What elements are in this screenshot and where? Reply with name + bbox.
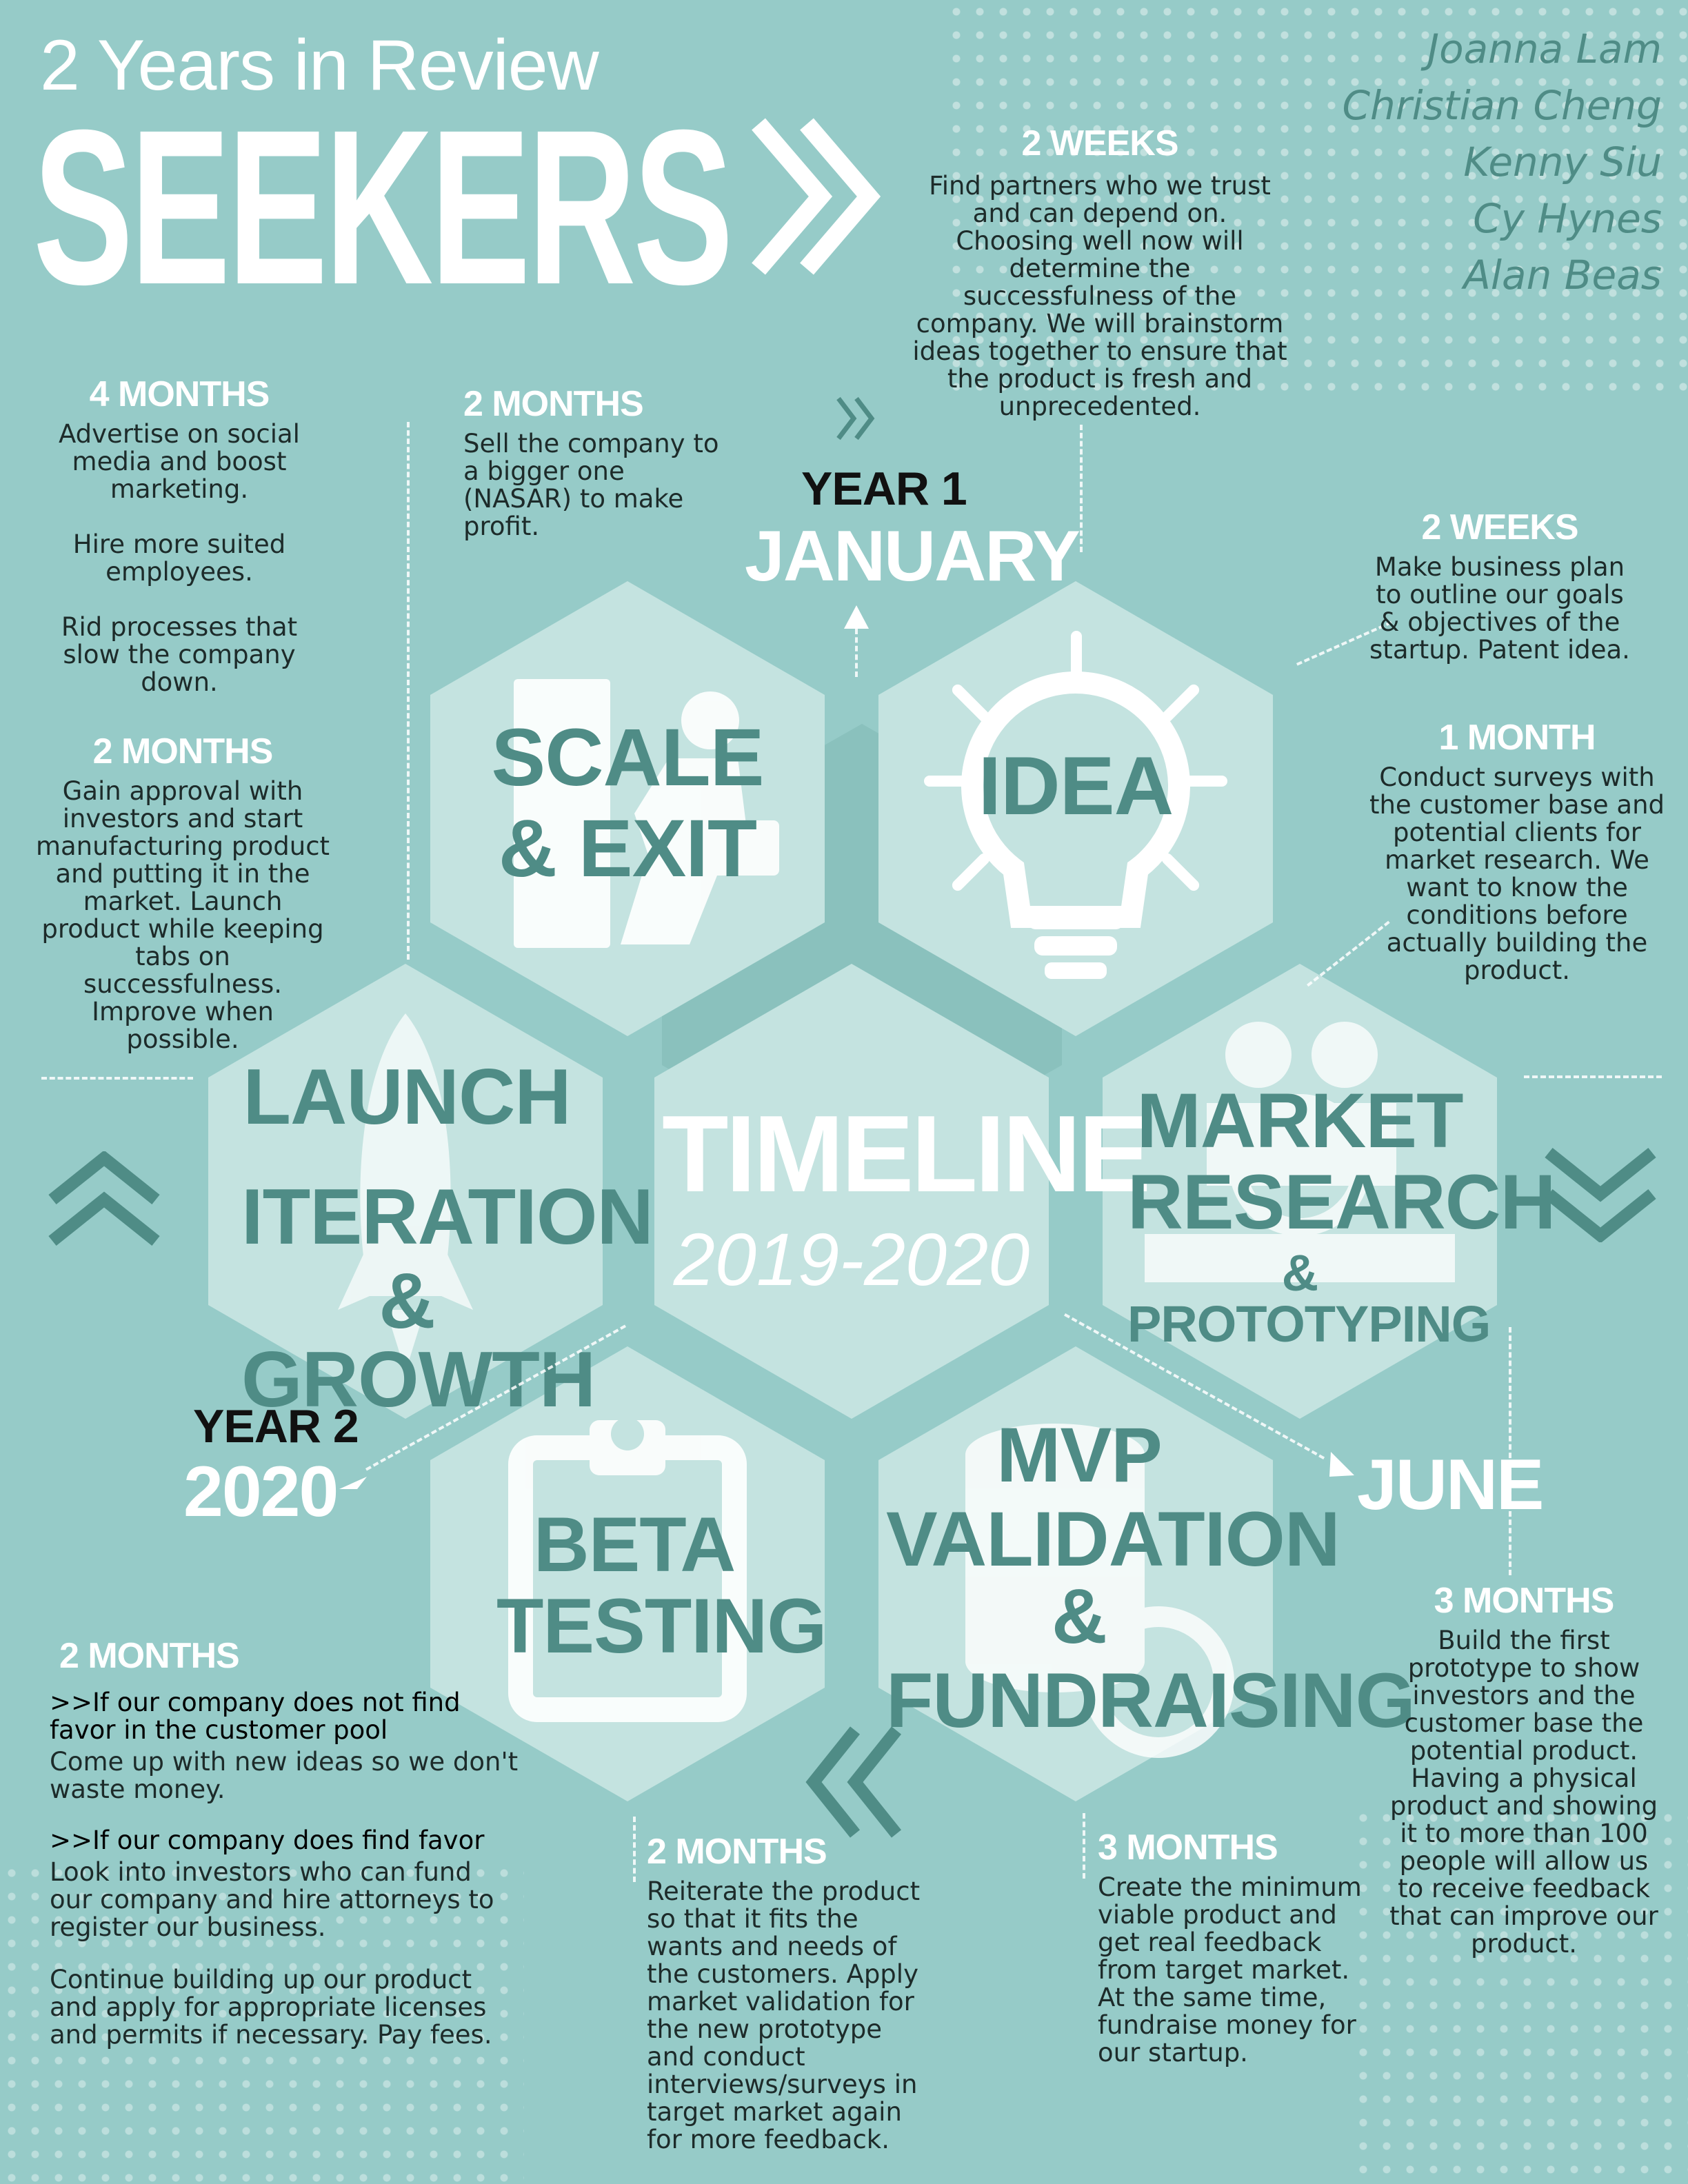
outcome-title: >>If our company does find favor (50, 1826, 485, 1855)
dot-map-bottom-left (0, 1861, 524, 2184)
step-duration: 2 WEEKS (1421, 507, 1578, 547)
page-title: SEEKERS (33, 83, 733, 330)
team-member: Christian Cheng (1342, 82, 1662, 129)
hex-beta-label: BETA TESTING (496, 1502, 827, 1669)
step-duration: 3 MONTHS (1434, 1581, 1615, 1621)
june-label: JUNE (1357, 1445, 1544, 1525)
down-right-arrow-icon (1329, 1452, 1354, 1477)
hex-mvp-label: MVP VALIDATION & FUNDRAISING (886, 1412, 1416, 1743)
hex-idea-label: IDEA (978, 740, 1174, 832)
step-launch: 2 MONTHS Gain approval with investors an… (34, 731, 331, 1053)
outcome-text: Come up with new ideas so we don't waste… (50, 1747, 519, 1804)
outcome-title: >>If our company does not find favor in … (50, 1688, 461, 1745)
team-member: Joanna Lam (1427, 26, 1662, 72)
connector-line (1509, 1327, 1511, 1575)
step-text: Sell the company to a bigger one (NASAR)… (463, 429, 719, 541)
step-duration: 2 MONTHS (92, 731, 274, 771)
down-left-arrow-icon (339, 1477, 367, 1489)
step-surveys: 1 MONTH Conduct surveys with the custome… (1365, 717, 1669, 984)
connector-line (855, 629, 858, 677)
timeline-center: TIMELINE 2019-2020 (662, 1093, 1151, 1301)
year2-label: YEAR 2 (193, 1400, 359, 1453)
page-subtitle: 2 Years in Review (40, 26, 599, 105)
outcome-text: Look into investors who can fund our com… (50, 1857, 494, 1942)
hex-market-label: MARKET RESEARCH & PROTOTYPING (1127, 1078, 1556, 1353)
double-chevron-left-icon (805, 1726, 902, 1838)
step-text: Rid processes that slow the company down… (61, 612, 298, 697)
step-text: Make business plan to outline our goals … (1369, 552, 1630, 665)
connector-line (1524, 1075, 1662, 1078)
step-text: Find partners who we trust and can depen… (912, 171, 1287, 421)
double-chevron-up-icon (48, 1151, 160, 1246)
team-list: Joanna Lam Christian Cheng Kenny Siu Cy … (1342, 21, 1662, 303)
lightbulb-icon (924, 631, 1227, 979)
team-member: Cy Hynes (1473, 195, 1662, 242)
people-search-icon (1145, 1022, 1455, 1282)
step-duration: 3 MONTHS (1098, 1828, 1278, 1868)
step-duration: 1 MONTH (1438, 718, 1596, 758)
team-member: Kenny Siu (1463, 139, 1662, 185)
january-label: JANUARY (745, 516, 1081, 596)
step-beta-outcomes: 2 MONTHS >>If our company does not find … (50, 1635, 519, 2049)
hex-scale-label: SCALE & EXIT (491, 712, 765, 894)
y2020-label: 2020 (183, 1452, 339, 1532)
step-duration: 2 MONTHS (59, 1636, 240, 1676)
connector-line (407, 422, 410, 960)
connector-line (1080, 425, 1083, 552)
step-text: Create the minimum viable product and ge… (1098, 1872, 1362, 2067)
step-scale: 4 MONTHS Advertise on social media and b… (55, 374, 303, 696)
step-text: Conduct surveys with the customer base a… (1369, 762, 1665, 985)
step-text: Hire more suited employees. (72, 529, 286, 587)
clipboard-icon (508, 1417, 747, 1722)
rocket-icon (338, 1013, 473, 1372)
step-partners: 2 WEEKS Find partners who we trust and c… (910, 123, 1289, 421)
step-mvp: 3 MONTHS Create the minimum viable produ… (1098, 1827, 1374, 2067)
step-reiterate: 2 MONTHS Reiterate the product so that i… (647, 1831, 923, 2154)
coins-search-icon (965, 1424, 1234, 1758)
double-chevron-right-small-icon (836, 396, 875, 441)
step-text: Gain approval with investors and start m… (35, 776, 330, 1054)
step-text: Advertise on social media and boost mark… (59, 419, 300, 504)
timeline-title: TIMELINE (662, 1093, 1151, 1215)
step-text: Reiterate the product so that it fits th… (647, 1877, 921, 2154)
double-chevron-right-icon (752, 118, 881, 275)
double-chevron-down-icon (1545, 1147, 1656, 1242)
outcome-text: Continue building up our product and app… (50, 1965, 492, 2050)
connector-line (41, 1077, 193, 1080)
step-prototype: 3 MONTHS Build the first prototype to sh… (1386, 1580, 1662, 1958)
dot-map-bottom-right (1352, 1806, 1688, 2184)
up-arrow-icon (844, 605, 869, 629)
connector-line (1083, 1813, 1085, 1879)
hex-launch-label: LAUNCH ITERATION & GROWTH (241, 1053, 654, 1424)
page-title-wrap: SEEKERS (33, 83, 757, 330)
year1-label: YEAR 1 (801, 463, 967, 515)
dot-map-top-right (945, 0, 1688, 400)
team-member: Alan Beas (1463, 252, 1662, 299)
timeline-years: 2019-2020 (673, 1217, 1030, 1301)
step-duration: 2 WEEKS (1021, 123, 1178, 163)
step-business-plan: 2 WEEKS Make business plan to outline ou… (1365, 507, 1634, 664)
step-text: Build the first prototype to show invest… (1389, 1626, 1658, 1959)
connector-line (633, 1817, 636, 1882)
step-duration: 2 MONTHS (647, 1832, 827, 1872)
step-duration: 4 MONTHS (89, 374, 270, 414)
exit-door-icon (514, 679, 779, 948)
step-duration: 2 MONTHS (463, 384, 644, 424)
step-exit: 2 MONTHS Sell the company to a bigger on… (463, 383, 725, 540)
